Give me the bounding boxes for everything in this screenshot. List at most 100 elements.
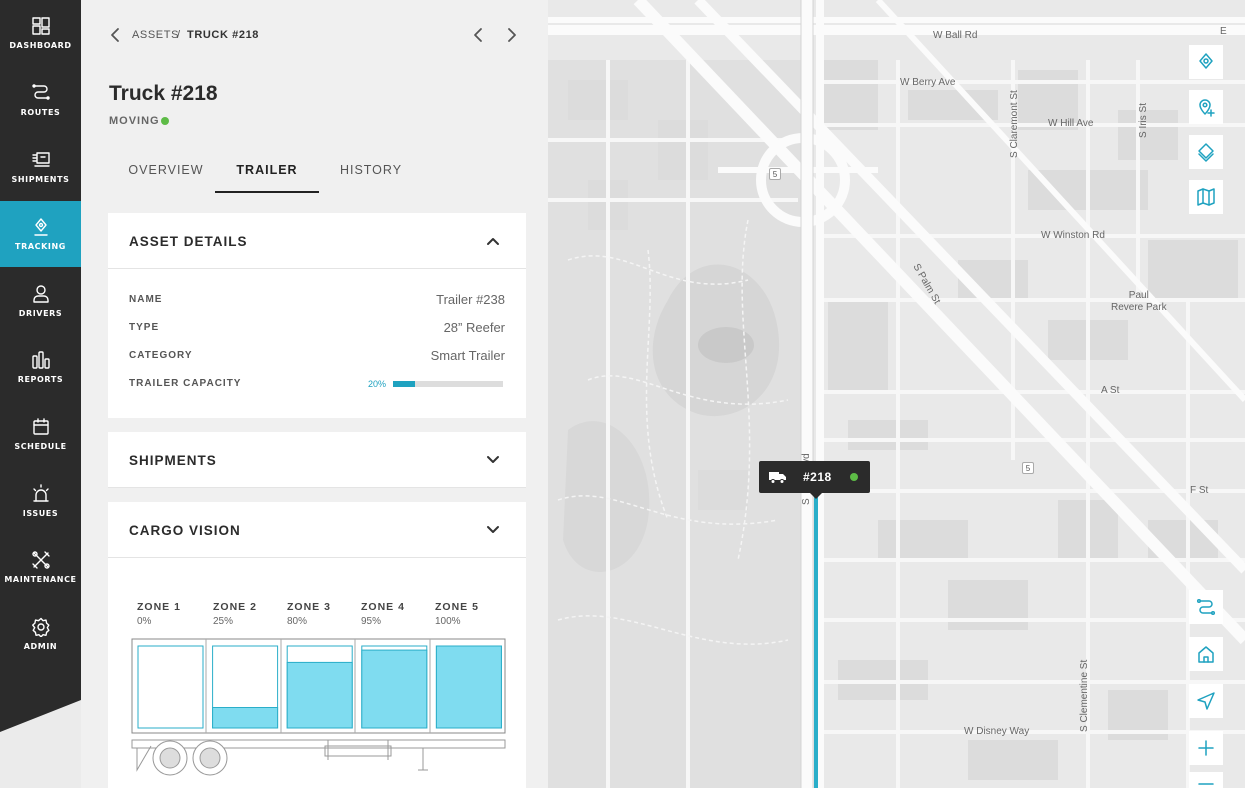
capacity-bar	[393, 381, 503, 387]
nav-item-maintenance[interactable]: MAINTENANCE	[0, 534, 81, 600]
nav-item-routes[interactable]: ROUTES	[0, 67, 81, 133]
home-icon	[1198, 646, 1214, 663]
reports-icon	[31, 351, 50, 369]
detail-value: 28” Reefer	[443, 320, 505, 335]
nav-item-issues[interactable]: ISSUES	[0, 468, 81, 534]
asset-details-card: ASSET DETAILS NAME Trailer #238 TYPE 28”…	[108, 213, 526, 418]
route-button[interactable]	[1189, 590, 1223, 624]
tab-trailer[interactable]: TRAILER	[215, 163, 319, 193]
map-view[interactable]: W Ball Rd E W Berry Ave S Claremont St W…	[548, 0, 1245, 788]
street-label: E	[1220, 26, 1227, 37]
chevron-up-icon	[484, 232, 502, 250]
zone-label: ZONE 3 80%	[287, 601, 331, 627]
zone-label: ZONE 5 100%	[435, 601, 479, 627]
street-label: S Clementine St	[1079, 659, 1090, 732]
zone-name: ZONE 1	[137, 601, 181, 613]
zone-name: ZONE 4	[361, 601, 405, 613]
park-label: Paul Revere Park	[1111, 290, 1167, 313]
navigate-button[interactable]	[1189, 684, 1223, 718]
street-label: W Hill Ave	[1048, 118, 1094, 129]
zoom-in-button[interactable]	[1189, 731, 1223, 765]
shipments-card: SHIPMENTS	[108, 432, 526, 488]
detail-key: NAME	[129, 294, 163, 305]
nav-item-dashboard[interactable]: DASHBOARD	[0, 0, 81, 66]
nav-label: ISSUES	[22, 509, 59, 518]
chevron-down-icon	[484, 521, 502, 539]
zone-percent: 100%	[435, 616, 461, 627]
zone-label: ZONE 2 25%	[213, 601, 257, 627]
tab-overview[interactable]: OVERVIEW	[128, 163, 204, 177]
capacity-bar-fill	[393, 381, 415, 387]
nav-label: SCHEDULE	[14, 442, 67, 451]
nav-label: DRIVERS	[18, 309, 63, 318]
detail-row-category: CATEGORY Smart Trailer	[129, 348, 505, 364]
admin-icon	[31, 617, 49, 637]
map-icon	[1197, 188, 1215, 206]
status-text: MOVING	[109, 115, 160, 127]
tab-history[interactable]: HISTORY	[339, 163, 403, 177]
zone-fill-level	[361, 649, 428, 729]
zone-name: ZONE 2	[213, 601, 257, 613]
zone-fill-level	[212, 707, 279, 729]
back-button[interactable]	[107, 25, 123, 45]
nav-item-drivers[interactable]: DRIVERS	[0, 268, 81, 334]
street-label: F St	[1190, 485, 1209, 496]
truck-icon	[769, 472, 786, 484]
nav-label: ADMIN	[23, 642, 58, 651]
zoom-out-icon	[1198, 783, 1214, 785]
nav-item-shipments[interactable]: SHIPMENTS	[0, 134, 81, 200]
nav-item-reports[interactable]: REPORTS	[0, 334, 81, 400]
shipments-header[interactable]: SHIPMENTS	[108, 432, 526, 488]
routes-icon	[31, 84, 50, 100]
zone-percent: 0%	[137, 616, 152, 627]
layers-button[interactable]	[1189, 135, 1223, 169]
map-type-button[interactable]	[1189, 180, 1223, 214]
detail-key: TRAILER CAPACITY	[129, 378, 242, 389]
zone-label: ZONE 4 95%	[361, 601, 405, 627]
street-label: W Berry Ave	[900, 77, 956, 88]
vehicle-status-dot	[850, 473, 858, 481]
nav-label: ROUTES	[20, 108, 61, 117]
add-pin-button[interactable]	[1189, 90, 1223, 124]
nav-label: TRACKING	[15, 242, 66, 251]
route-icon	[1196, 598, 1216, 616]
next-asset-button[interactable]	[504, 25, 520, 45]
dashboard-icon	[31, 17, 50, 35]
detail-value: Trailer #238	[436, 292, 505, 307]
add-pin-icon	[1199, 99, 1215, 117]
street-label: W Disney Way	[964, 726, 1030, 737]
cargo-vision-header[interactable]: CARGO VISION	[108, 502, 526, 558]
zoom-out-button[interactable]	[1189, 772, 1223, 788]
zone-name: ZONE 3	[287, 601, 331, 613]
maintenance-icon	[31, 551, 50, 569]
nav-item-tracking[interactable]: TRACKING	[0, 201, 81, 267]
nav-item-admin[interactable]: ADMIN	[0, 601, 81, 667]
zone-percent: 95%	[361, 616, 382, 627]
zone-percent: 25%	[213, 616, 234, 627]
street-label: S Claremont St	[1009, 90, 1020, 158]
detail-row-type: TYPE 28” Reefer	[129, 320, 505, 336]
detail-key: CATEGORY	[129, 350, 193, 361]
detail-value: Smart Trailer	[430, 348, 505, 363]
detail-row-name: NAME Trailer #238	[129, 292, 505, 308]
nav-item-schedule[interactable]: SCHEDULE	[0, 401, 81, 467]
chevron-down-icon	[484, 451, 502, 469]
zone-name: ZONE 5	[435, 601, 479, 613]
breadcrumb-parent-link[interactable]: ASSETS	[132, 29, 180, 41]
home-button[interactable]	[1189, 637, 1223, 671]
main-nav: DASHBOARD ROUTES SHIPMENTS TRACKING DRIV…	[0, 0, 81, 788]
street-label: S Iris St	[1138, 102, 1149, 138]
location-pin-button[interactable]	[1189, 45, 1223, 79]
previous-asset-button[interactable]	[470, 25, 486, 45]
vehicle-marker-pointer	[810, 493, 822, 499]
nav-label: MAINTENANCE	[4, 575, 77, 584]
schedule-icon	[32, 418, 49, 435]
zone-fill-level	[286, 661, 353, 729]
zone-percent: 80%	[287, 616, 308, 627]
vehicle-marker[interactable]: #218	[759, 461, 870, 493]
capacity-percent: 20%	[368, 379, 387, 389]
detail-key: TYPE	[129, 322, 160, 333]
trailer-diagram	[131, 638, 506, 776]
chevron-left-icon	[111, 28, 119, 42]
asset-details-header[interactable]: ASSET DETAILS	[108, 213, 526, 269]
